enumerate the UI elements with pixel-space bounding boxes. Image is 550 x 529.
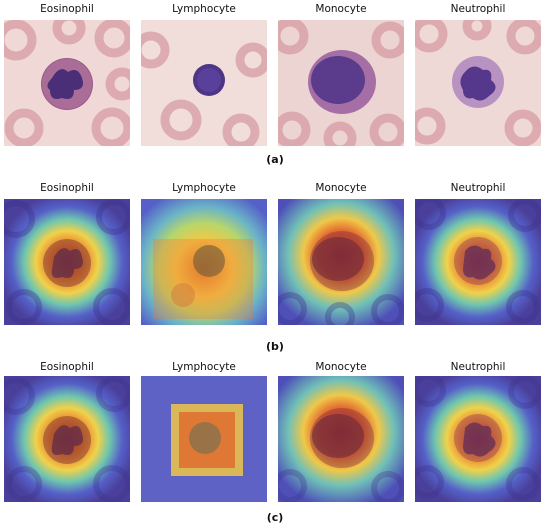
- title-neutrophil-c: Neutrophil: [450, 361, 506, 373]
- title-monocyte-b: Monocyte: [315, 182, 367, 194]
- heatmap-neutrophil-c: [415, 376, 541, 502]
- heatmap-neutrophil-b: [415, 199, 541, 325]
- heatmap-monocyte-c: [278, 376, 404, 502]
- heatmap-eosinophil-b: [4, 199, 130, 325]
- heatmap-monocyte-b: [278, 199, 404, 325]
- sublabel-a: (a): [266, 153, 284, 166]
- title-lymphocyte-a: Lymphocyte: [172, 3, 236, 15]
- title-neutrophil-b: Neutrophil: [450, 182, 506, 194]
- heatmap-eosinophil-c: [4, 376, 130, 502]
- image-eosinophil-micrograph: [4, 20, 130, 146]
- image-neutrophil-micrograph: [415, 20, 541, 146]
- title-monocyte-a: Monocyte: [315, 3, 367, 15]
- title-neutrophil-a: Neutrophil: [450, 3, 506, 15]
- title-eosinophil-b: Eosinophil: [40, 182, 94, 194]
- sublabel-c: (c): [266, 511, 284, 524]
- heatmap-lymphocyte-c: [141, 376, 267, 502]
- title-eosinophil-c: Eosinophil: [40, 361, 94, 373]
- title-monocyte-c: Monocyte: [315, 361, 367, 373]
- image-monocyte-micrograph: [278, 20, 404, 146]
- heatmap-lymphocyte-b: [141, 199, 267, 325]
- image-lymphocyte-micrograph: [141, 20, 267, 146]
- title-lymphocyte-c: Lymphocyte: [172, 361, 236, 373]
- sublabel-b: (b): [266, 340, 284, 353]
- title-eosinophil-a: Eosinophil: [40, 3, 94, 15]
- title-lymphocyte-b: Lymphocyte: [172, 182, 236, 194]
